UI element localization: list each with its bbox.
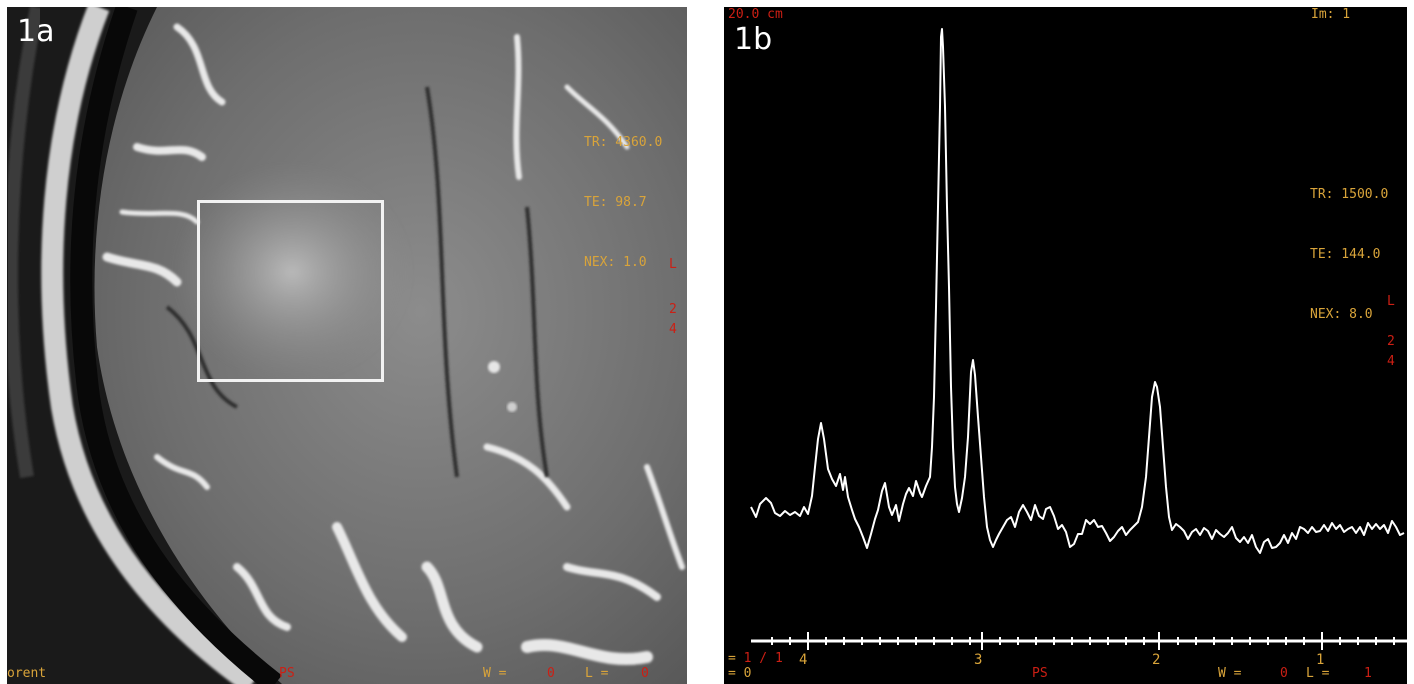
axis-tick-label-2: 2	[1152, 652, 1161, 668]
nex-value: NEX: 8.0	[1310, 307, 1373, 322]
level-value: 0	[641, 666, 649, 681]
ps-label: PS	[1032, 666, 1048, 681]
scale-label: 20.0 cm	[728, 7, 783, 22]
axis-tick-label-3: 3	[974, 652, 983, 668]
tr-value: TR: 4360.0	[584, 135, 663, 150]
axis-tick-label-1: 1	[1316, 652, 1325, 668]
level-label: L =	[1306, 666, 1330, 681]
page-value: 1 / 1	[743, 651, 783, 666]
ps-label: PS	[279, 666, 295, 681]
scan-parameters: TR: 4360.0 TE: 98.7 NEX: 1.0	[584, 93, 662, 313]
nex-value: NEX: 1.0	[584, 255, 647, 270]
page-indicator: = 1 / 1	[728, 647, 783, 669]
mri-image-panel: 1a TR: 4360.0 TE: 98.7 NEX: 1.0 L 2 4 or…	[7, 7, 687, 684]
window-value: 0	[1280, 666, 1288, 681]
te-value: TE: 98.7	[584, 195, 647, 210]
roi-box	[197, 200, 384, 382]
orientation-marker-4: 4	[669, 322, 677, 337]
orientation-marker-2: 2	[1387, 334, 1395, 349]
level-value: 1	[1364, 666, 1372, 681]
spectrum-trace	[750, 28, 1405, 554]
window-label: W =	[483, 666, 507, 681]
image-number: Im: 1	[1311, 7, 1351, 22]
te-value: TE: 144.0	[1310, 247, 1381, 262]
window-value: 0	[547, 666, 555, 681]
panel-label: 1b	[734, 22, 773, 57]
level-label: L =	[585, 666, 609, 681]
scan-parameters: TR: 1500.0 TE: 144.0 NEX: 8.0	[1310, 145, 1388, 365]
axis-ticks	[771, 632, 1395, 650]
window-label: W =	[1218, 666, 1242, 681]
mri-brain-image	[7, 7, 687, 684]
orientation-marker-2: 2	[669, 302, 677, 317]
orientation-marker-l: L	[669, 257, 677, 272]
panel-label: 1a	[17, 14, 55, 49]
axis-tick-label-4: 4	[799, 652, 808, 668]
offset-label: = 0	[728, 666, 752, 681]
tr-value: TR: 1500.0	[1310, 187, 1389, 202]
page-prefix: =	[728, 651, 744, 666]
orientation-marker-4: 4	[1387, 354, 1395, 369]
bottom-left-label: orent	[7, 666, 47, 681]
orientation-marker-l: L	[1387, 294, 1395, 309]
spectroscopy-panel: 20.0 cm Im: 1 1b TR: 1500.0 TE: 144.0 NE…	[724, 7, 1407, 684]
spectrum-plot	[750, 28, 1407, 650]
